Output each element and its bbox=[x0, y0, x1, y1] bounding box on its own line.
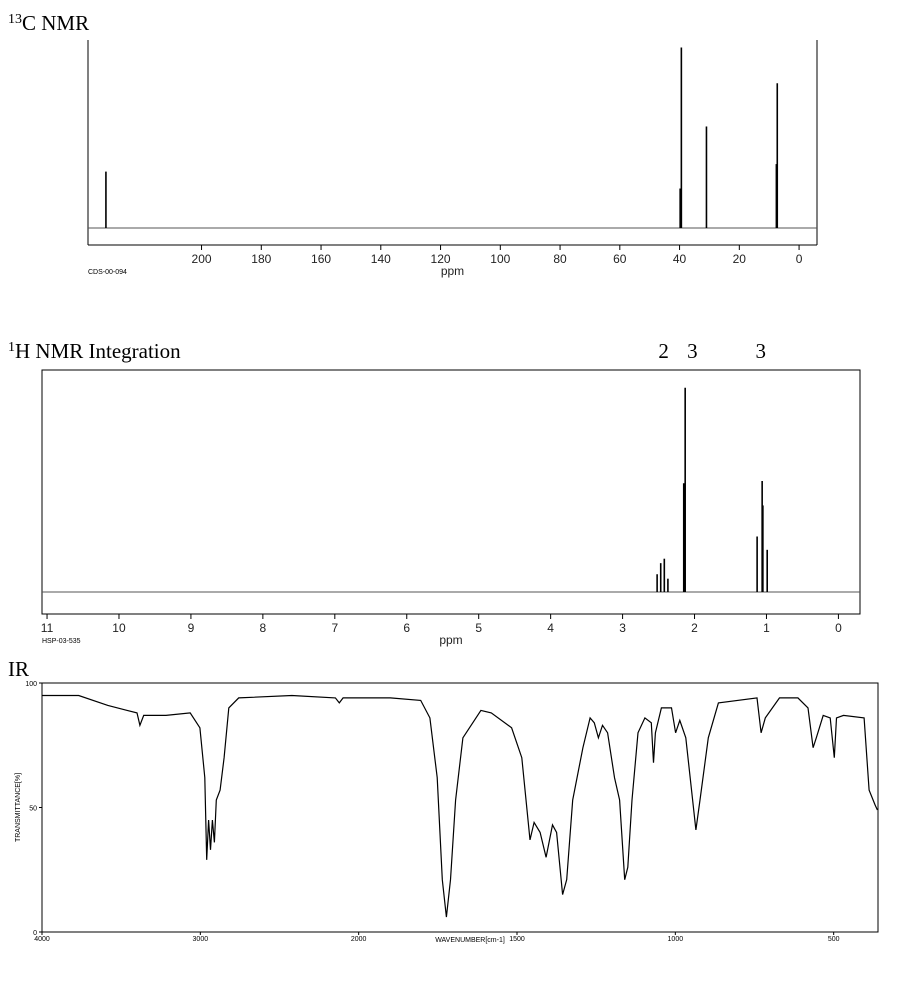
x-tick-label: 4 bbox=[547, 621, 554, 635]
title-sup: 1 bbox=[8, 340, 15, 355]
x-tick-label: 6 bbox=[403, 621, 410, 635]
x-tick-label: 500 bbox=[828, 936, 840, 943]
y-tick-label: 100 bbox=[25, 681, 37, 688]
code-label: HSP-03-535 bbox=[42, 638, 81, 645]
ir-trace bbox=[42, 694, 878, 918]
x-tick-label: 200 bbox=[192, 252, 212, 266]
x-tick-label: 160 bbox=[311, 252, 331, 266]
integration-label: 2 bbox=[658, 339, 669, 363]
title-sup: 13 bbox=[8, 12, 22, 27]
x-tick-label: 180 bbox=[251, 252, 271, 266]
x-tick-label: 40 bbox=[673, 252, 687, 266]
x-tick-label: 80 bbox=[553, 252, 567, 266]
code-label: CDS-00-094 bbox=[88, 269, 127, 276]
x-tick-label: 120 bbox=[431, 252, 451, 266]
x-tick-label: 7 bbox=[331, 621, 338, 635]
x-tick-label: 4000 bbox=[34, 936, 50, 943]
x-tick-label: 11 bbox=[41, 621, 54, 635]
x-tick-label: 140 bbox=[371, 252, 391, 266]
integration-label: 3 bbox=[687, 339, 698, 363]
x-tick-label: 3 bbox=[619, 621, 626, 635]
title-main: H NMR Integration bbox=[15, 339, 181, 363]
integration-label: 3 bbox=[755, 339, 766, 363]
x-tick-label: 10 bbox=[112, 621, 126, 635]
y-tick-label: 0 bbox=[33, 930, 37, 937]
y-axis-label: TRANSMITTANCE[%] bbox=[15, 773, 22, 842]
x-tick-label: 20 bbox=[733, 252, 747, 266]
x-tick-label: 1500 bbox=[509, 936, 525, 943]
x-tick-label: 1 bbox=[763, 621, 770, 635]
y-tick-label: 50 bbox=[29, 806, 37, 813]
x-tick-label: 2000 bbox=[351, 936, 367, 943]
x-tick-label: 3000 bbox=[193, 936, 209, 943]
x-axis-label: ppm bbox=[439, 633, 462, 647]
h1-title: 1H NMR Integration bbox=[8, 339, 181, 363]
title-main: C NMR bbox=[22, 11, 89, 35]
x-tick-label: 2 bbox=[691, 621, 698, 635]
x-tick-label: 100 bbox=[490, 252, 510, 266]
ir-title: IR bbox=[8, 657, 29, 681]
x-axis-label: WAVENUMBER[cm-1] bbox=[435, 937, 505, 944]
x-tick-label: 5 bbox=[475, 621, 482, 635]
x-tick-label: 60 bbox=[613, 252, 627, 266]
x-tick-label: 0 bbox=[835, 621, 842, 635]
x-tick-label: 0 bbox=[796, 252, 803, 266]
c13-title: 13C NMR bbox=[8, 11, 89, 35]
frame bbox=[41, 369, 861, 615]
x-axis-label: ppm bbox=[441, 264, 464, 278]
x-tick-label: 9 bbox=[188, 621, 195, 635]
x-tick-label: 8 bbox=[260, 621, 267, 635]
x-tick-label: 1000 bbox=[668, 936, 684, 943]
frame bbox=[41, 682, 879, 933]
